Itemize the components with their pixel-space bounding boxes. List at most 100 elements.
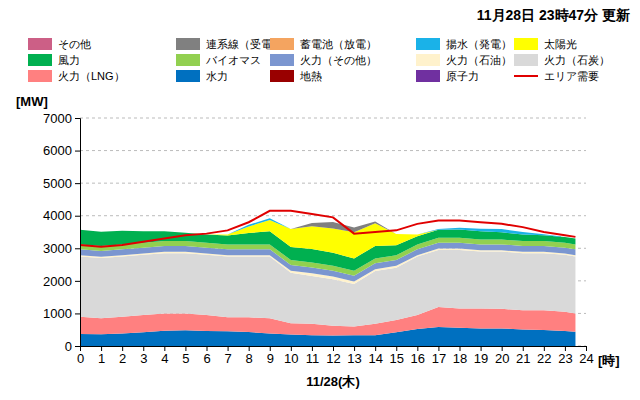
grid-line (80, 215, 586, 216)
tick: 11 (306, 346, 320, 366)
tick-mark (75, 248, 80, 249)
legend-label: 火力（その他） (300, 54, 377, 66)
legend-label: 地熱 (299, 70, 322, 82)
tick: 14 (368, 346, 382, 366)
legend-item: 水力 (176, 70, 228, 82)
tick: 18 (453, 346, 467, 366)
tick: 2 (119, 346, 126, 366)
tick-label: 5000 (43, 176, 72, 191)
legend-item: 火力（石炭） (514, 54, 610, 66)
tick: 0 (77, 346, 84, 366)
tick-label: 2000 (43, 274, 72, 289)
tick: 13 (347, 346, 361, 366)
axis-line (75, 119, 81, 347)
tick: 21 (516, 346, 530, 366)
legend-label: 火力（石油） (446, 54, 512, 66)
tick: 10 (284, 346, 298, 366)
legend-item: 火力（石油） (416, 54, 512, 66)
tick: 7000 (43, 111, 80, 126)
tick-label: 9 (267, 351, 274, 366)
tick-mark (75, 346, 80, 347)
chart: 0100020003000400050006000700001234567891… (0, 0, 640, 400)
legend-swatch (176, 38, 200, 50)
legend-swatch (514, 54, 538, 66)
tick-label: 20 (495, 351, 509, 366)
legend-label: エリア需要 (544, 70, 599, 82)
tick-label: 8 (246, 351, 253, 366)
tick-mark (75, 281, 80, 282)
legend-swatch (514, 38, 538, 50)
tick-label: 5 (182, 351, 189, 366)
tick-label: 15 (390, 351, 404, 366)
tick-label: 17 (432, 351, 446, 366)
legend-label: 火力（LNG） (58, 70, 125, 82)
x-axis-title: 11/28(木) (306, 374, 359, 389)
y-axis: 01000200030004000500060007000 (43, 111, 80, 354)
legend-label: 揚水（発電） (446, 38, 512, 50)
tick-mark (75, 313, 80, 314)
tick: 6000 (43, 143, 80, 158)
legend-item: その他 (28, 38, 91, 50)
legend-swatch (514, 75, 538, 77)
legend-item: バイオマス (176, 54, 261, 66)
legend-item: 原子力 (416, 70, 479, 82)
tick: 3000 (43, 241, 80, 256)
legend-label: 風力 (58, 54, 80, 66)
tick-label: 1 (98, 351, 105, 366)
legend-swatch (416, 38, 440, 50)
legend-item: 蓄電池（放電） (270, 38, 377, 50)
tick-label: 21 (516, 351, 530, 366)
tick-label: 11 (306, 351, 320, 366)
tick-label: 19 (474, 351, 488, 366)
tick: 4000 (43, 208, 80, 223)
tick: 15 (390, 346, 404, 366)
area (80, 218, 575, 238)
legend-swatch (416, 70, 440, 82)
tick: 22 (537, 346, 551, 366)
legend-item: 火力（その他） (270, 54, 377, 66)
tick-label: 12 (326, 351, 340, 366)
tick-label: 14 (368, 351, 382, 366)
tick: 5 (182, 346, 189, 366)
tick-label: 2 (119, 351, 126, 366)
tick: 6 (203, 346, 210, 366)
annotation: [時] (598, 353, 620, 368)
tick-label: 0 (65, 339, 72, 354)
grid-line (80, 118, 586, 119)
legend-item: 火力（LNG） (28, 70, 125, 82)
area (80, 218, 575, 238)
tick-label: 22 (537, 351, 551, 366)
tick-label: 3000 (43, 241, 72, 256)
tick: 3 (140, 346, 147, 366)
area (80, 218, 575, 238)
y-axis-title: [MW] (16, 94, 48, 109)
tick: 24 (579, 346, 593, 366)
legend-item: 太陽光 (514, 38, 577, 50)
tick: 23 (558, 346, 572, 366)
line (80, 211, 575, 247)
legend-label: 火力（石炭） (544, 54, 610, 66)
tick-label: 13 (347, 351, 361, 366)
tick-label: 7 (224, 351, 231, 366)
tick: 1 (98, 346, 105, 366)
legend-swatch (28, 38, 52, 50)
tick-label: 16 (411, 351, 425, 366)
tick-label: 7000 (43, 111, 72, 126)
legend-swatch (270, 54, 294, 66)
x-axis: 0123456789101112131415161718192021222324 (77, 346, 594, 366)
tick-label: 24 (579, 351, 593, 366)
title: 11月28日 23時47分 更新 (477, 7, 630, 23)
tick: 16 (411, 346, 425, 366)
grid (80, 118, 586, 346)
tick: 8 (246, 346, 253, 366)
legend-swatch (270, 38, 294, 50)
tick-mark (75, 183, 80, 184)
legend-swatch (416, 54, 440, 66)
legend-label: バイオマス (205, 54, 261, 66)
tick: 9 (267, 346, 274, 366)
legend-item: 揚水（発電） (416, 38, 512, 50)
tick: 17 (432, 346, 446, 366)
area (80, 218, 575, 238)
legend-swatch (28, 70, 52, 82)
legend: その他連系線（受電）蓄電池（放電）揚水（発電）太陽光風力バイオマス火力（その他）… (28, 38, 610, 82)
